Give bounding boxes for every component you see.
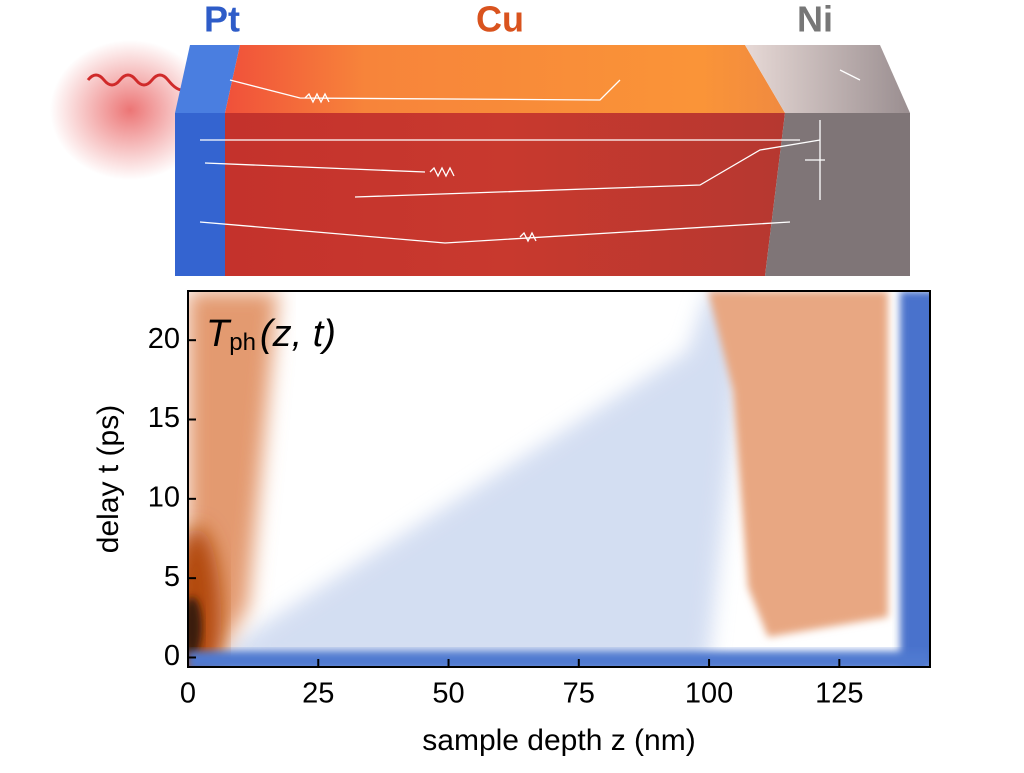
chart-title: Tph (z, t): [206, 313, 336, 356]
hottest-pt: [188, 597, 202, 657]
y-tick-label: 15: [148, 402, 180, 434]
cool-early: [188, 651, 930, 667]
y-tick-label: 20: [148, 323, 180, 355]
x-tick-label: 125: [815, 678, 863, 710]
x-tick-label: 100: [685, 678, 733, 710]
y-tick-label: 5: [164, 561, 180, 593]
sample-diagram: Pt Cu Ni: [50, 0, 910, 276]
electron-paths: [199, 69, 861, 244]
ni-front: [765, 113, 910, 276]
cu-front: [225, 113, 785, 276]
laser-glow: [50, 40, 210, 180]
y-axis-label: delay t (ps): [92, 405, 125, 553]
heatmap: [188, 291, 930, 667]
pt-top: [175, 45, 240, 113]
cool-wedge: [188, 291, 748, 667]
layer-label: Pt: [204, 0, 240, 40]
x-tick-label: 75: [563, 678, 595, 710]
pt-front: [175, 113, 225, 276]
ni-top: [745, 45, 910, 113]
cu-top: [225, 45, 785, 113]
warm-ni: [708, 291, 888, 637]
plot-frame: [187, 290, 931, 668]
x-tick-label: 0: [180, 678, 196, 710]
layer-label: Ni: [797, 0, 833, 40]
x-tick-label: 25: [302, 678, 334, 710]
y-tick-label: 0: [164, 640, 180, 672]
cool-substrate: [900, 291, 930, 667]
x-axis-label: sample depth z (nm): [422, 724, 695, 757]
layer-label: Cu: [476, 0, 524, 40]
x-tick-label: 50: [432, 678, 464, 710]
y-tick-label: 10: [148, 481, 180, 513]
